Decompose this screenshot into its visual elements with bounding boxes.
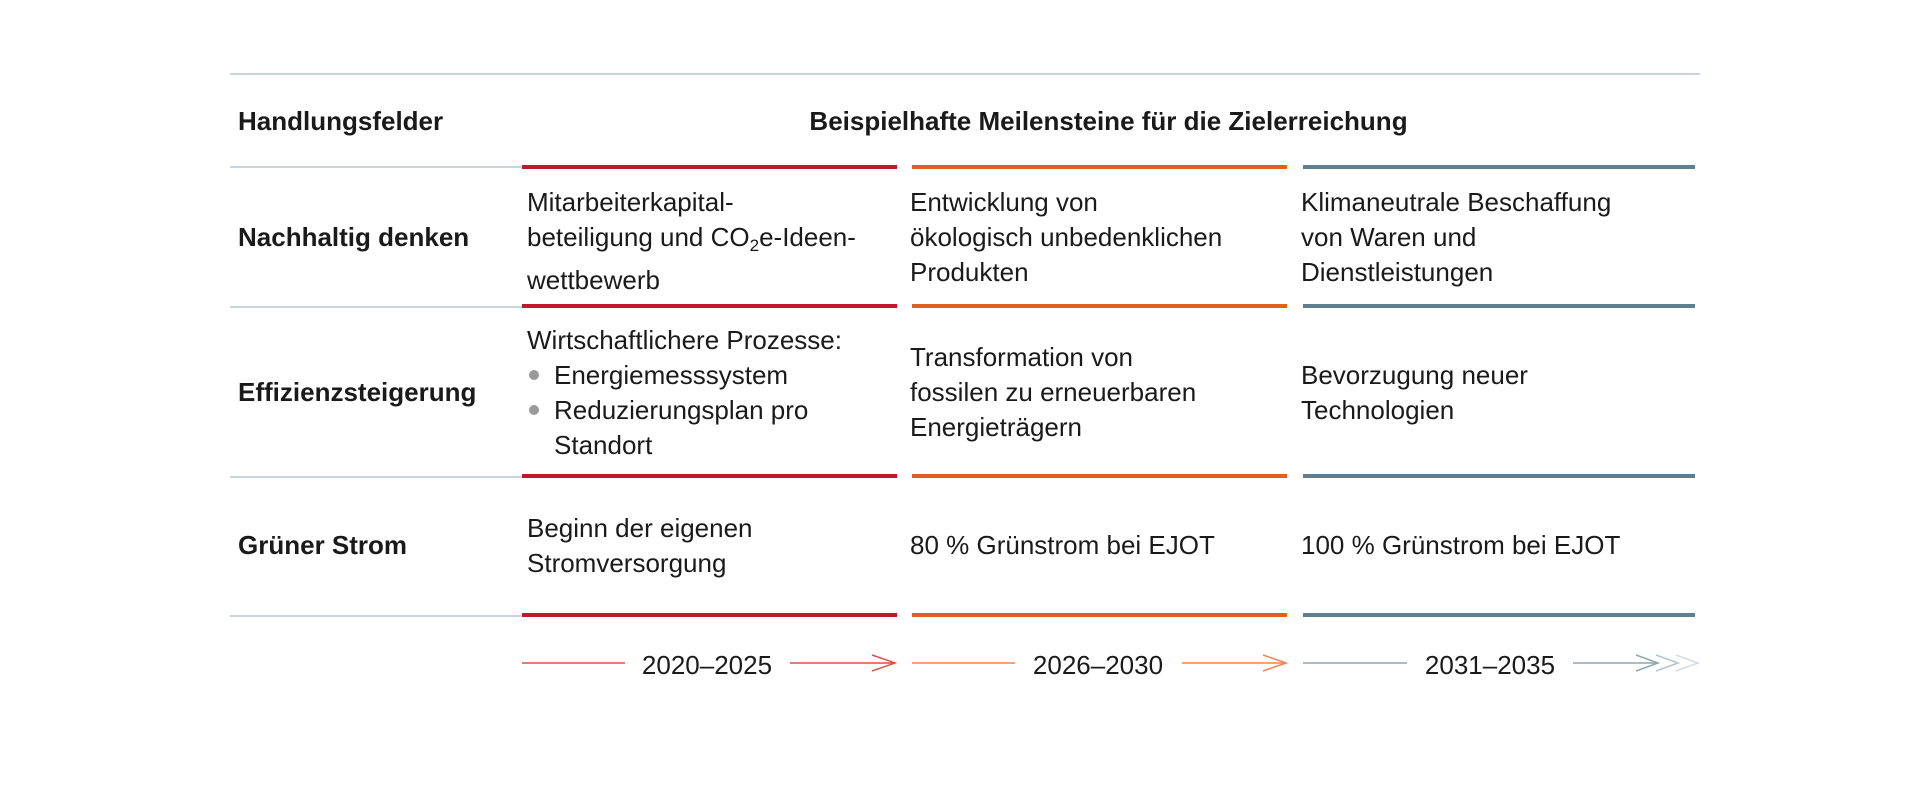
top-divider	[230, 73, 1700, 75]
cell-r1-c3-line2: von Waren und	[1301, 222, 1477, 252]
arrow-right-icon	[1262, 654, 1289, 672]
cell-r2-c2-line2: fossilen zu erneuerbaren	[910, 377, 1197, 407]
cell-r3-c2-line1: 80 % Grünstrom bei EJOT	[910, 530, 1215, 560]
bullet-item: Reduzierungsplan pro Standort	[527, 393, 854, 463]
phase3-line-3	[1303, 474, 1695, 478]
cell-r3-c3-line1: 100 % Grünstrom bei EJOT	[1301, 530, 1621, 560]
cell-r3-c3: 100 % Grünstrom bei EJOT	[1301, 528, 1691, 563]
timeline-label-phase3: 2031–2035	[1424, 650, 1556, 680]
phase1-line-1	[522, 165, 897, 169]
bullet-item: Energiemesssystem	[527, 358, 897, 393]
phase1-line-3	[522, 474, 897, 478]
cell-r3-c1: Beginn der eigenen Stromversorgung	[527, 511, 897, 581]
cell-r2-c3-line2: Technologien	[1301, 395, 1455, 425]
cell-r1-c2-line2: ökologisch unbedenklichen	[910, 222, 1223, 252]
phase2-line-4	[912, 613, 1287, 617]
phase1-line-2	[522, 304, 897, 308]
arrow-right-icon	[1655, 654, 1681, 672]
cell-r2-c1-intro: Wirtschaftlichere Prozesse:	[527, 325, 842, 355]
header-meilensteine: Beispielhafte Meilensteine für die Ziele…	[809, 106, 1408, 136]
cell-r1-c2-line3: Produkten	[910, 257, 1029, 287]
cell-r2-c3: Bevorzugung neuer Technologien	[1301, 358, 1691, 428]
cell-r2-c2-line1: Transformation von	[910, 342, 1134, 372]
arrow-right-icon	[871, 654, 898, 672]
cell-r1-c3-line1: Klimaneutrale Beschaffung	[1301, 187, 1612, 217]
cell-r1-c1-line3: wettbewerb	[527, 265, 660, 295]
cell-r1-c1-line2a: beteiligung und CO	[527, 222, 750, 252]
row-label-gruener-strom: Grüner Strom	[238, 530, 408, 560]
cell-r1-c3: Klimaneutrale Beschaffung von Waren und …	[1301, 185, 1691, 290]
cell-r1-c1: Mitarbeiterkapital- beteiligung und CO2e…	[527, 185, 897, 298]
row1-divider-left	[230, 166, 522, 168]
cell-r1-c1-line1: Mitarbeiterkapital-	[527, 187, 734, 217]
cell-r1-c1-line2b: e-Ideen-	[759, 222, 856, 252]
row2-divider-left	[230, 306, 522, 308]
cell-r3-c1-line2: Stromversorgung	[527, 548, 727, 578]
cell-r1-c2-line1: Entwicklung von	[910, 187, 1098, 217]
header-handlungsfelder: Handlungsfelder	[238, 106, 444, 136]
row-label-effizienz: Effizienzsteigerung	[238, 377, 477, 407]
bottom-divider-left	[230, 615, 522, 617]
cell-r2-c2: Transformation von fossilen zu erneuerba…	[910, 340, 1290, 445]
row-label-nachhaltig: Nachhaltig denken	[238, 222, 470, 252]
row3-divider-left	[230, 476, 522, 478]
phase2-line-1	[912, 165, 1287, 169]
phase3-line-4	[1303, 613, 1695, 617]
cell-r1-c2: Entwicklung von ökologisch unbedenkliche…	[910, 185, 1290, 290]
phase3-line-1	[1303, 165, 1695, 169]
cell-r2-c1-bullets: Energiemesssystem Reduzierungsplan pro S…	[527, 358, 897, 463]
arrow-right-icon	[1675, 654, 1701, 672]
cell-r2-c2-line3: Energieträgern	[910, 412, 1082, 442]
phase1-line-4	[522, 613, 897, 617]
timeline-label-phase2: 2026–2030	[1032, 650, 1164, 680]
cell-r1-c3-line3: Dienstleistungen	[1301, 257, 1494, 287]
phase3-line-2	[1303, 304, 1695, 308]
timeline-label-phase1: 2020–2025	[641, 650, 773, 680]
cell-r3-c2: 80 % Grünstrom bei EJOT	[910, 528, 1290, 563]
cell-r3-c1-line1: Beginn der eigenen	[527, 513, 753, 543]
cell-r2-c1: Wirtschaftlichere Prozesse: Energiemesss…	[527, 323, 897, 463]
arrow-right-icon	[1635, 654, 1661, 672]
phase2-line-3	[912, 474, 1287, 478]
cell-r1-c1-subscript: 2	[749, 236, 760, 255]
phase2-line-2	[912, 304, 1287, 308]
cell-r2-c3-line1: Bevorzugung neuer	[1301, 360, 1528, 390]
